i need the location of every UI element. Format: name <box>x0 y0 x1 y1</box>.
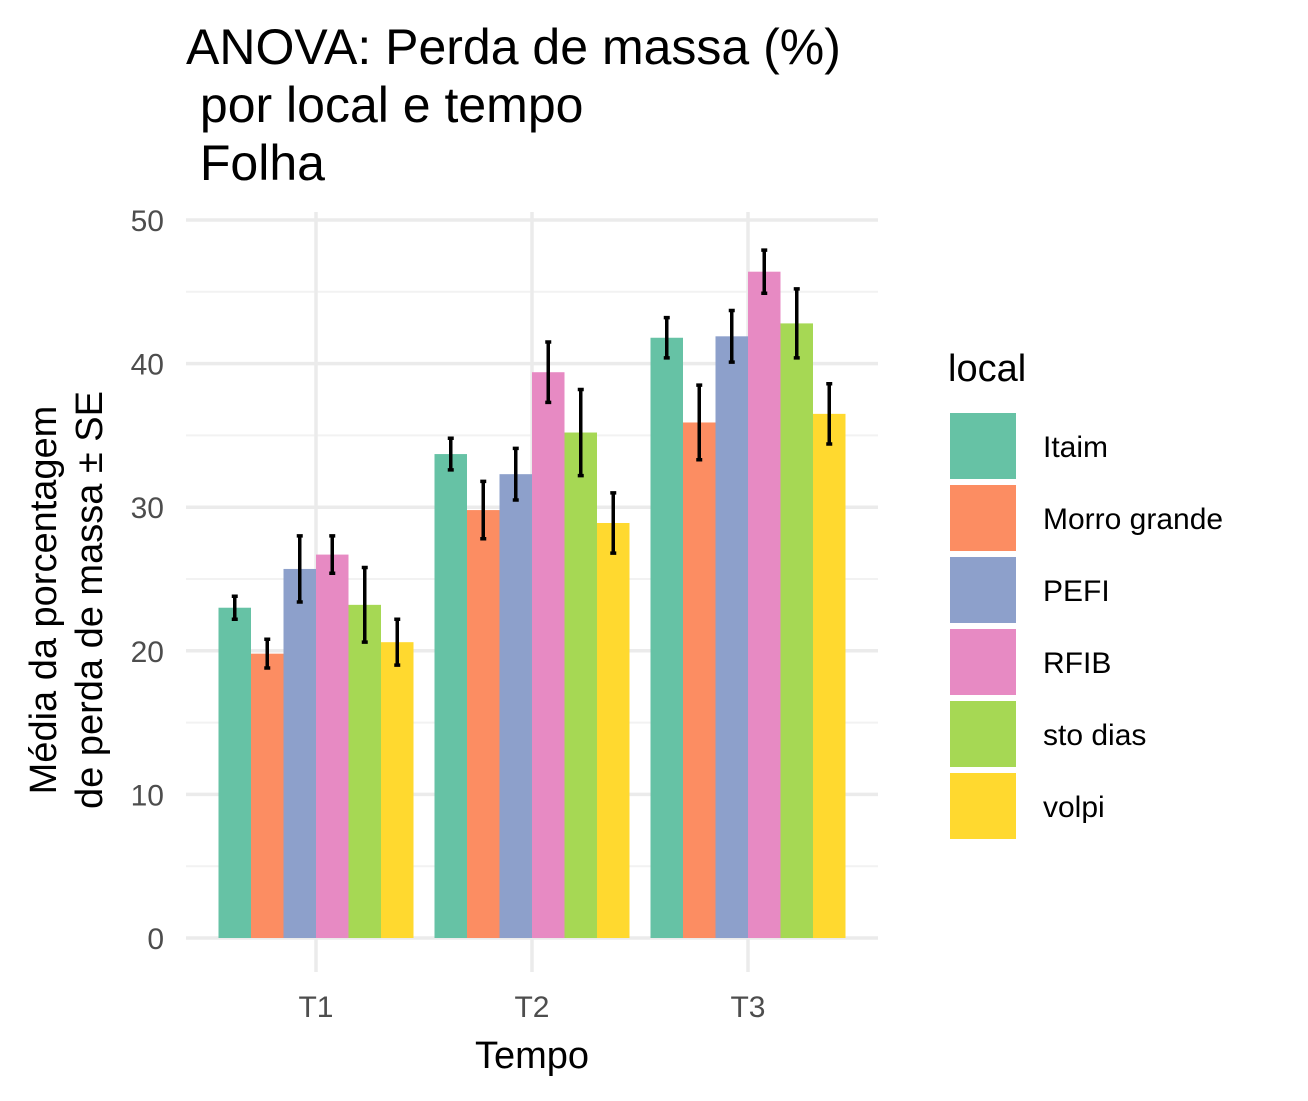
bar-pefi-t1 <box>283 568 316 938</box>
bar-rfib-t2 <box>532 372 565 938</box>
y-tick-label: 20 <box>131 636 164 669</box>
chart-title-line-1: ANOVA: Perda de massa (%) <box>186 19 841 75</box>
error-bar-rfib-t2 <box>545 340 552 405</box>
y-axis-ticks: 0 10 20 30 40 50 <box>131 205 164 956</box>
legend-key-pefi <box>950 557 1016 623</box>
bar-sto-dias-t2 <box>564 432 597 938</box>
bar-pefi-t3 <box>715 336 748 938</box>
legend-title: local <box>948 348 1026 390</box>
error-bar-itaim-t2 <box>447 436 454 472</box>
legend-key-rfib <box>950 629 1016 695</box>
error-bar-volpi-t2 <box>610 491 617 555</box>
bar-morro-grande-t2 <box>467 510 500 938</box>
bar-itaim-t3 <box>650 337 683 938</box>
error-bar-rfib-t3 <box>761 248 768 295</box>
error-bar-morro-grande-t2 <box>480 479 487 541</box>
bar-volpi-t3 <box>813 413 846 938</box>
bar-rfib-t1 <box>316 554 349 938</box>
x-axis-ticks: T1 T2 T3 <box>298 991 765 1024</box>
error-bar-pefi-t3 <box>728 308 735 364</box>
y-tick-label: 10 <box>131 779 164 812</box>
bar-volpi-t2 <box>597 522 630 938</box>
y-axis-title-line-2: de perda de massa ± SE <box>69 391 111 809</box>
error-bar-itaim-t1 <box>231 594 238 621</box>
bar-sto-dias-t1 <box>348 604 381 938</box>
legend-key-volpi <box>950 773 1016 839</box>
x-tick-label: T2 <box>514 991 549 1024</box>
error-bar-morro-grande-t1 <box>264 637 271 670</box>
y-tick-label: 30 <box>131 492 164 525</box>
error-bar-sto-dias-t1 <box>361 565 368 644</box>
x-tick-label: T1 <box>298 991 333 1024</box>
legend-label: PEFI <box>1043 575 1110 608</box>
bar-pefi-t2 <box>499 474 532 938</box>
bar-morro-grande-t1 <box>251 653 284 938</box>
legend-key-morro-grande <box>950 485 1016 551</box>
legend-label: RFIB <box>1043 647 1111 680</box>
error-bar-morro-grande-t3 <box>696 383 703 462</box>
legend-key-sto-dias <box>950 701 1016 767</box>
chart-title: ANOVA: Perda de massa (%) por local e te… <box>186 19 841 191</box>
legend-label: sto dias <box>1043 719 1146 752</box>
bar-itaim-t2 <box>434 454 467 938</box>
bar-rfib-t3 <box>748 271 781 938</box>
bar-itaim-t1 <box>218 607 251 938</box>
error-bar-volpi-t3 <box>826 381 833 446</box>
error-bar-pefi-t2 <box>512 446 519 502</box>
error-bar-pefi-t1 <box>296 534 303 604</box>
error-bar-itaim-t3 <box>663 315 670 360</box>
legend: local Itaim Morro grande PEFI RFIB sto dias v… <box>948 348 1223 839</box>
x-axis-title: Tempo <box>475 1035 589 1077</box>
bar-sto-dias-t3 <box>780 323 813 939</box>
error-bars-layer <box>231 248 833 670</box>
y-tick-label: 0 <box>147 923 164 956</box>
y-tick-label: 50 <box>131 205 164 238</box>
legend-label: Itaim <box>1043 431 1108 464</box>
error-bar-sto-dias-t2 <box>577 387 584 478</box>
legend-key-itaim <box>950 413 1016 479</box>
x-tick-label: T3 <box>730 991 765 1024</box>
bar-morro-grande-t3 <box>683 422 716 938</box>
bars-layer <box>218 271 846 939</box>
chart-title-line-3: Folha <box>186 135 325 191</box>
error-bar-volpi-t1 <box>394 617 401 667</box>
y-tick-label: 40 <box>131 349 164 382</box>
error-bar-sto-dias-t3 <box>793 287 800 360</box>
bar-volpi-t1 <box>381 642 414 938</box>
chart-title-line-2: por local e tempo <box>186 77 583 133</box>
y-axis-title: Média da porcentagem de perda de massa ±… <box>23 391 111 809</box>
y-axis-title-line-1: Média da porcentagem <box>23 406 65 795</box>
legend-label: Morro grande <box>1043 503 1223 536</box>
error-bar-rfib-t1 <box>329 534 336 576</box>
legend-label: volpi <box>1043 791 1105 824</box>
